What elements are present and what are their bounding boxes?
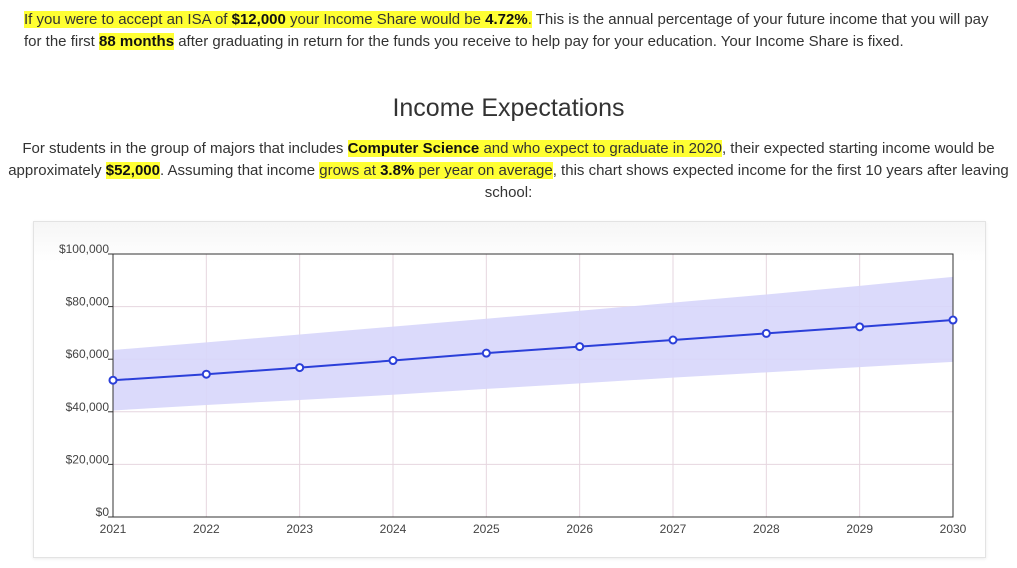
x-tick-label: 2027	[660, 522, 687, 536]
chart-axes	[112, 253, 954, 518]
data-point-2029[interactable]	[855, 322, 865, 332]
x-tick-label: 2024	[380, 522, 407, 536]
data-point-2024[interactable]	[388, 356, 398, 366]
y-tick-label: $20,000	[66, 452, 110, 466]
data-point-2030[interactable]	[948, 315, 958, 325]
x-tick-label: 2026	[566, 522, 593, 536]
x-tick-label: 2025	[473, 522, 500, 536]
desc-text-8: , this chart shows expected income for t…	[484, 162, 1009, 201]
y-tick-label: $0	[96, 505, 110, 519]
income-range-band	[113, 276, 953, 411]
x-tick-label: 2022	[193, 522, 220, 536]
data-point-2026[interactable]	[575, 342, 585, 352]
page-title: Income Expectations	[392, 94, 625, 122]
intro-text-1: If you were to accept an ISA of	[24, 11, 232, 28]
intro-text-4: This is the annual percentage of your fu…	[24, 11, 989, 50]
income-chart-svg: $0 $20,000 $40,000 $60,000 $80,000 $100,000 2…	[59, 242, 967, 536]
desc-text-6: grows at	[319, 162, 381, 179]
expected-income-line	[112, 319, 954, 382]
y-tick-label: $60,000	[66, 347, 110, 361]
isa-highlight: If you were to accept an ISA of $12,000 …	[24, 11, 532, 28]
desc-text-3: , their expected starting income would b…	[8, 140, 995, 179]
intro-text-5: after graduating in return for the funds…	[174, 33, 904, 50]
income-share-percent: 4.72%	[485, 11, 528, 28]
desc-text-4: .	[159, 162, 165, 179]
starting-income: $52,000	[105, 162, 160, 179]
major-name: Computer Science	[347, 140, 480, 157]
intro-text-3: .	[527, 11, 532, 28]
isa-amount: $12,000	[231, 11, 286, 28]
growth-rate: 3.8%	[380, 162, 415, 179]
income-description-paragraph: For students in the group of majors that…	[0, 138, 1017, 204]
data-point-2025[interactable]	[481, 348, 491, 358]
y-axis-ticks: $0 $20,000 $40,000 $60,000 $80,000 $100,000	[59, 242, 113, 519]
y-tick-label: $100,000	[59, 242, 109, 256]
payment-months: 88 months	[99, 33, 175, 50]
desc-text-2: and who expect to graduate in 2020	[479, 140, 722, 157]
data-points	[108, 315, 958, 385]
isa-summary-paragraph: If you were to accept an ISA of $12,000 …	[24, 9, 999, 53]
data-point-2021[interactable]	[108, 375, 118, 385]
growth-highlight: grows at 3.8% per year on average	[319, 162, 553, 179]
x-tick-label: 2030	[940, 522, 967, 536]
x-tick-label: 2028	[753, 522, 780, 536]
intro-text-2: your Income Share would be	[285, 11, 486, 28]
data-point-2022[interactable]	[201, 369, 211, 379]
y-tick-label: $80,000	[66, 295, 110, 309]
x-tick-label: 2029	[846, 522, 873, 536]
income-chart: $0 $20,000 $40,000 $60,000 $80,000 $100,000 2…	[33, 221, 986, 558]
desc-text-5: Assuming that income	[164, 162, 320, 179]
x-tick-label: 2023	[286, 522, 313, 536]
data-point-2028[interactable]	[761, 328, 771, 338]
plot-frame	[112, 253, 954, 518]
y-tick-label: $40,000	[66, 400, 110, 414]
major-highlight: Computer Science and who expect to gradu…	[347, 140, 722, 157]
desc-text-1: For students in the group of majors that…	[22, 140, 348, 157]
desc-text-7: per year on average	[414, 162, 553, 179]
x-axis-ticks: 2021 2022 2023 2024 2025 2026 2027 2028 2029 2030	[100, 522, 967, 536]
data-point-2027[interactable]	[668, 335, 678, 345]
x-tick-label: 2021	[100, 522, 127, 536]
data-point-2023[interactable]	[295, 363, 305, 373]
